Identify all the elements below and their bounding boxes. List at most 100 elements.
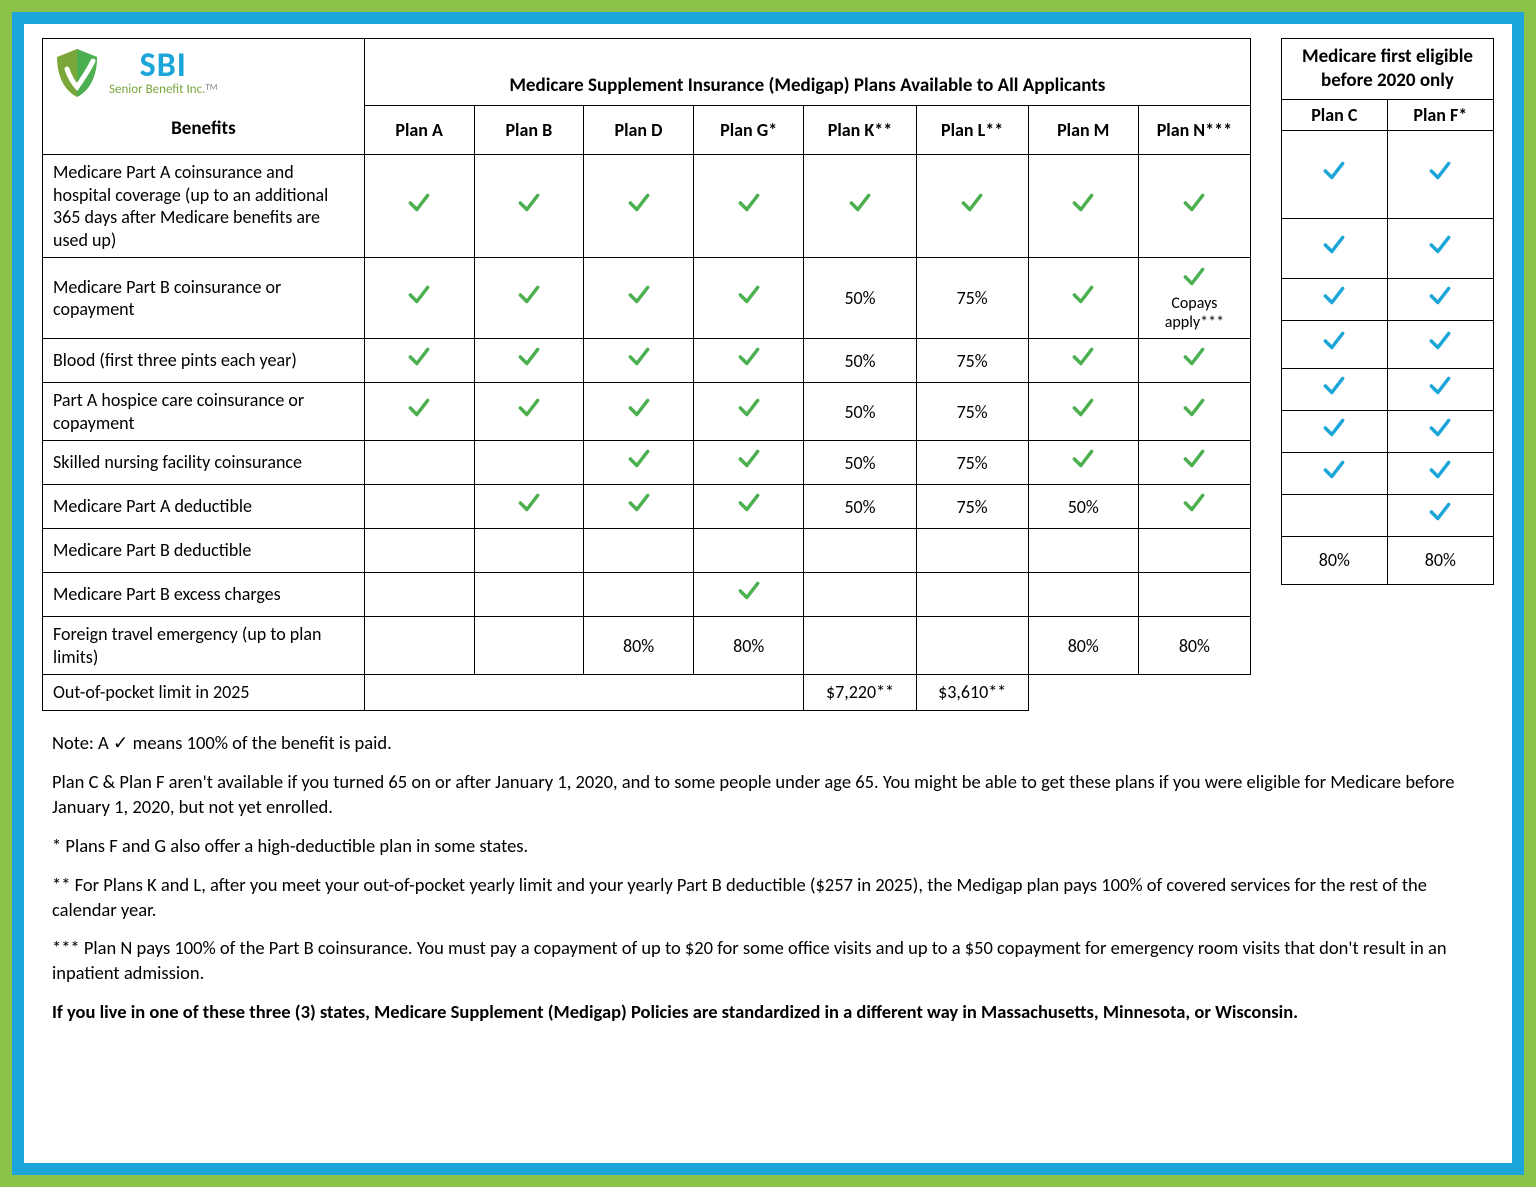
cell	[1281, 410, 1387, 452]
cell	[1028, 529, 1138, 573]
cell: 80%	[584, 617, 694, 675]
plan-b-head: Plan B	[474, 105, 584, 154]
cell	[1281, 452, 1387, 494]
table-row: Foreign travel emergency (up to plan lim…	[43, 617, 1251, 675]
cell	[1387, 368, 1493, 410]
cell	[1138, 573, 1250, 617]
cell	[584, 573, 694, 617]
note-3: * Plans F and G also offer a high-deduct…	[52, 834, 1484, 859]
plan-c-head: Plan C	[1281, 99, 1387, 130]
table-row	[1281, 130, 1493, 218]
check-icon	[626, 447, 652, 479]
check-icon	[1181, 447, 1207, 479]
cell	[364, 529, 474, 573]
check-icon	[736, 345, 762, 377]
table-row	[1281, 368, 1493, 410]
cell: 75%	[916, 258, 1028, 339]
check-icon	[1181, 491, 1207, 523]
cell	[693, 485, 804, 529]
cell	[1028, 441, 1138, 485]
cell: 80%	[1138, 617, 1250, 675]
cell: 50%	[1028, 485, 1138, 529]
plan-n-head: Plan N***	[1138, 105, 1250, 154]
cell: 75%	[916, 485, 1028, 529]
cell	[364, 485, 474, 529]
cell	[584, 529, 694, 573]
cell	[916, 155, 1028, 258]
check-icon	[1427, 416, 1453, 448]
cell	[1387, 494, 1493, 536]
benefit-label: Part A hospice care coinsurance or copay…	[43, 383, 365, 441]
check-icon	[736, 191, 762, 223]
cell: Copays apply***	[1138, 258, 1250, 339]
table-row: Medicare Part A coinsurance and hospital…	[43, 155, 1251, 258]
check-icon	[516, 345, 542, 377]
check-icon	[1321, 458, 1347, 490]
cell	[693, 529, 804, 573]
check-icon	[406, 283, 432, 315]
cell: 50%	[804, 441, 916, 485]
cell	[1281, 368, 1387, 410]
benefit-label: Blood (first three pints each year)	[43, 339, 365, 383]
check-icon	[1070, 447, 1096, 479]
check-icon	[1070, 283, 1096, 315]
outer-border: SBI Senior Benefit Inc.TM Benefits Medic…	[0, 0, 1536, 1187]
cell: 80%	[1387, 536, 1493, 584]
cell	[1387, 320, 1493, 368]
cell	[584, 155, 694, 258]
cell	[474, 485, 584, 529]
side-comparison-table: Medicare first eligiblebefore 2020 only …	[1281, 38, 1494, 585]
logo-line2: Senior Benefit Inc.	[109, 82, 205, 97]
cell	[804, 617, 916, 675]
table-row: Blood (first three pints each year)50%75…	[43, 339, 1251, 383]
cell	[1028, 383, 1138, 441]
cell	[1387, 410, 1493, 452]
check-icon	[1427, 500, 1453, 532]
cell	[1138, 339, 1250, 383]
cell	[1138, 383, 1250, 441]
table-row: Skilled nursing facility coinsurance50%7…	[43, 441, 1251, 485]
check-icon	[1321, 329, 1347, 361]
copays-cell: Copays apply***	[1145, 262, 1244, 334]
check-icon	[516, 491, 542, 523]
check-icon	[1321, 159, 1347, 191]
shield-icon	[53, 47, 101, 99]
cell	[1138, 485, 1250, 529]
check-icon	[736, 447, 762, 479]
cell	[364, 339, 474, 383]
cell	[474, 383, 584, 441]
cell	[693, 339, 804, 383]
sbi-logo: SBI Senior Benefit Inc.TM	[53, 47, 354, 99]
cell: 50%	[804, 383, 916, 441]
check-icon	[1321, 233, 1347, 265]
cell	[1387, 218, 1493, 278]
plan-l-head: Plan L**	[916, 105, 1028, 154]
table-row	[1281, 278, 1493, 320]
cell	[1281, 494, 1387, 536]
benefit-label: Medicare Part A deductible	[43, 485, 365, 529]
tables-wrap: SBI Senior Benefit Inc.TM Benefits Medic…	[42, 38, 1494, 711]
check-icon	[736, 579, 762, 611]
benefit-label: Medicare Part B excess charges	[43, 573, 365, 617]
plan-m-head: Plan M	[1028, 105, 1138, 154]
cell	[693, 573, 804, 617]
check-icon	[406, 396, 432, 428]
cell	[1028, 155, 1138, 258]
cell: 75%	[916, 441, 1028, 485]
check-icon	[1427, 159, 1453, 191]
cell	[364, 617, 474, 675]
cell	[1028, 258, 1138, 339]
check-icon	[736, 283, 762, 315]
cell: 50%	[804, 339, 916, 383]
table-row	[1281, 494, 1493, 536]
cell	[916, 617, 1028, 675]
check-icon	[516, 396, 542, 428]
cell: 50%	[804, 258, 916, 339]
cell	[474, 258, 584, 339]
cell	[364, 675, 804, 711]
check-icon	[1321, 284, 1347, 316]
table-row	[1281, 320, 1493, 368]
side-section-title: Medicare first eligiblebefore 2020 only	[1281, 39, 1493, 100]
cell	[1281, 130, 1387, 218]
cell: $7,220**	[804, 675, 916, 711]
